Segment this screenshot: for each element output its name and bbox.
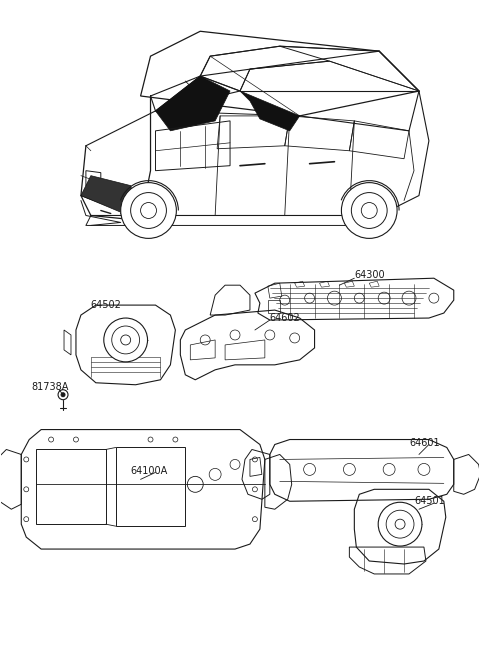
Polygon shape	[81, 176, 141, 220]
Text: 64601: 64601	[409, 438, 440, 447]
Circle shape	[104, 318, 147, 362]
Text: 64100A: 64100A	[131, 466, 168, 476]
Polygon shape	[156, 76, 230, 131]
Polygon shape	[240, 91, 300, 131]
Circle shape	[61, 393, 65, 397]
Text: 64300: 64300	[354, 270, 385, 280]
Circle shape	[120, 182, 176, 238]
Text: 64501: 64501	[414, 497, 445, 506]
Circle shape	[341, 182, 397, 238]
Text: 81738A: 81738A	[31, 382, 69, 392]
Text: 64502: 64502	[91, 300, 122, 310]
Text: 64602: 64602	[270, 313, 300, 323]
Circle shape	[378, 502, 422, 546]
